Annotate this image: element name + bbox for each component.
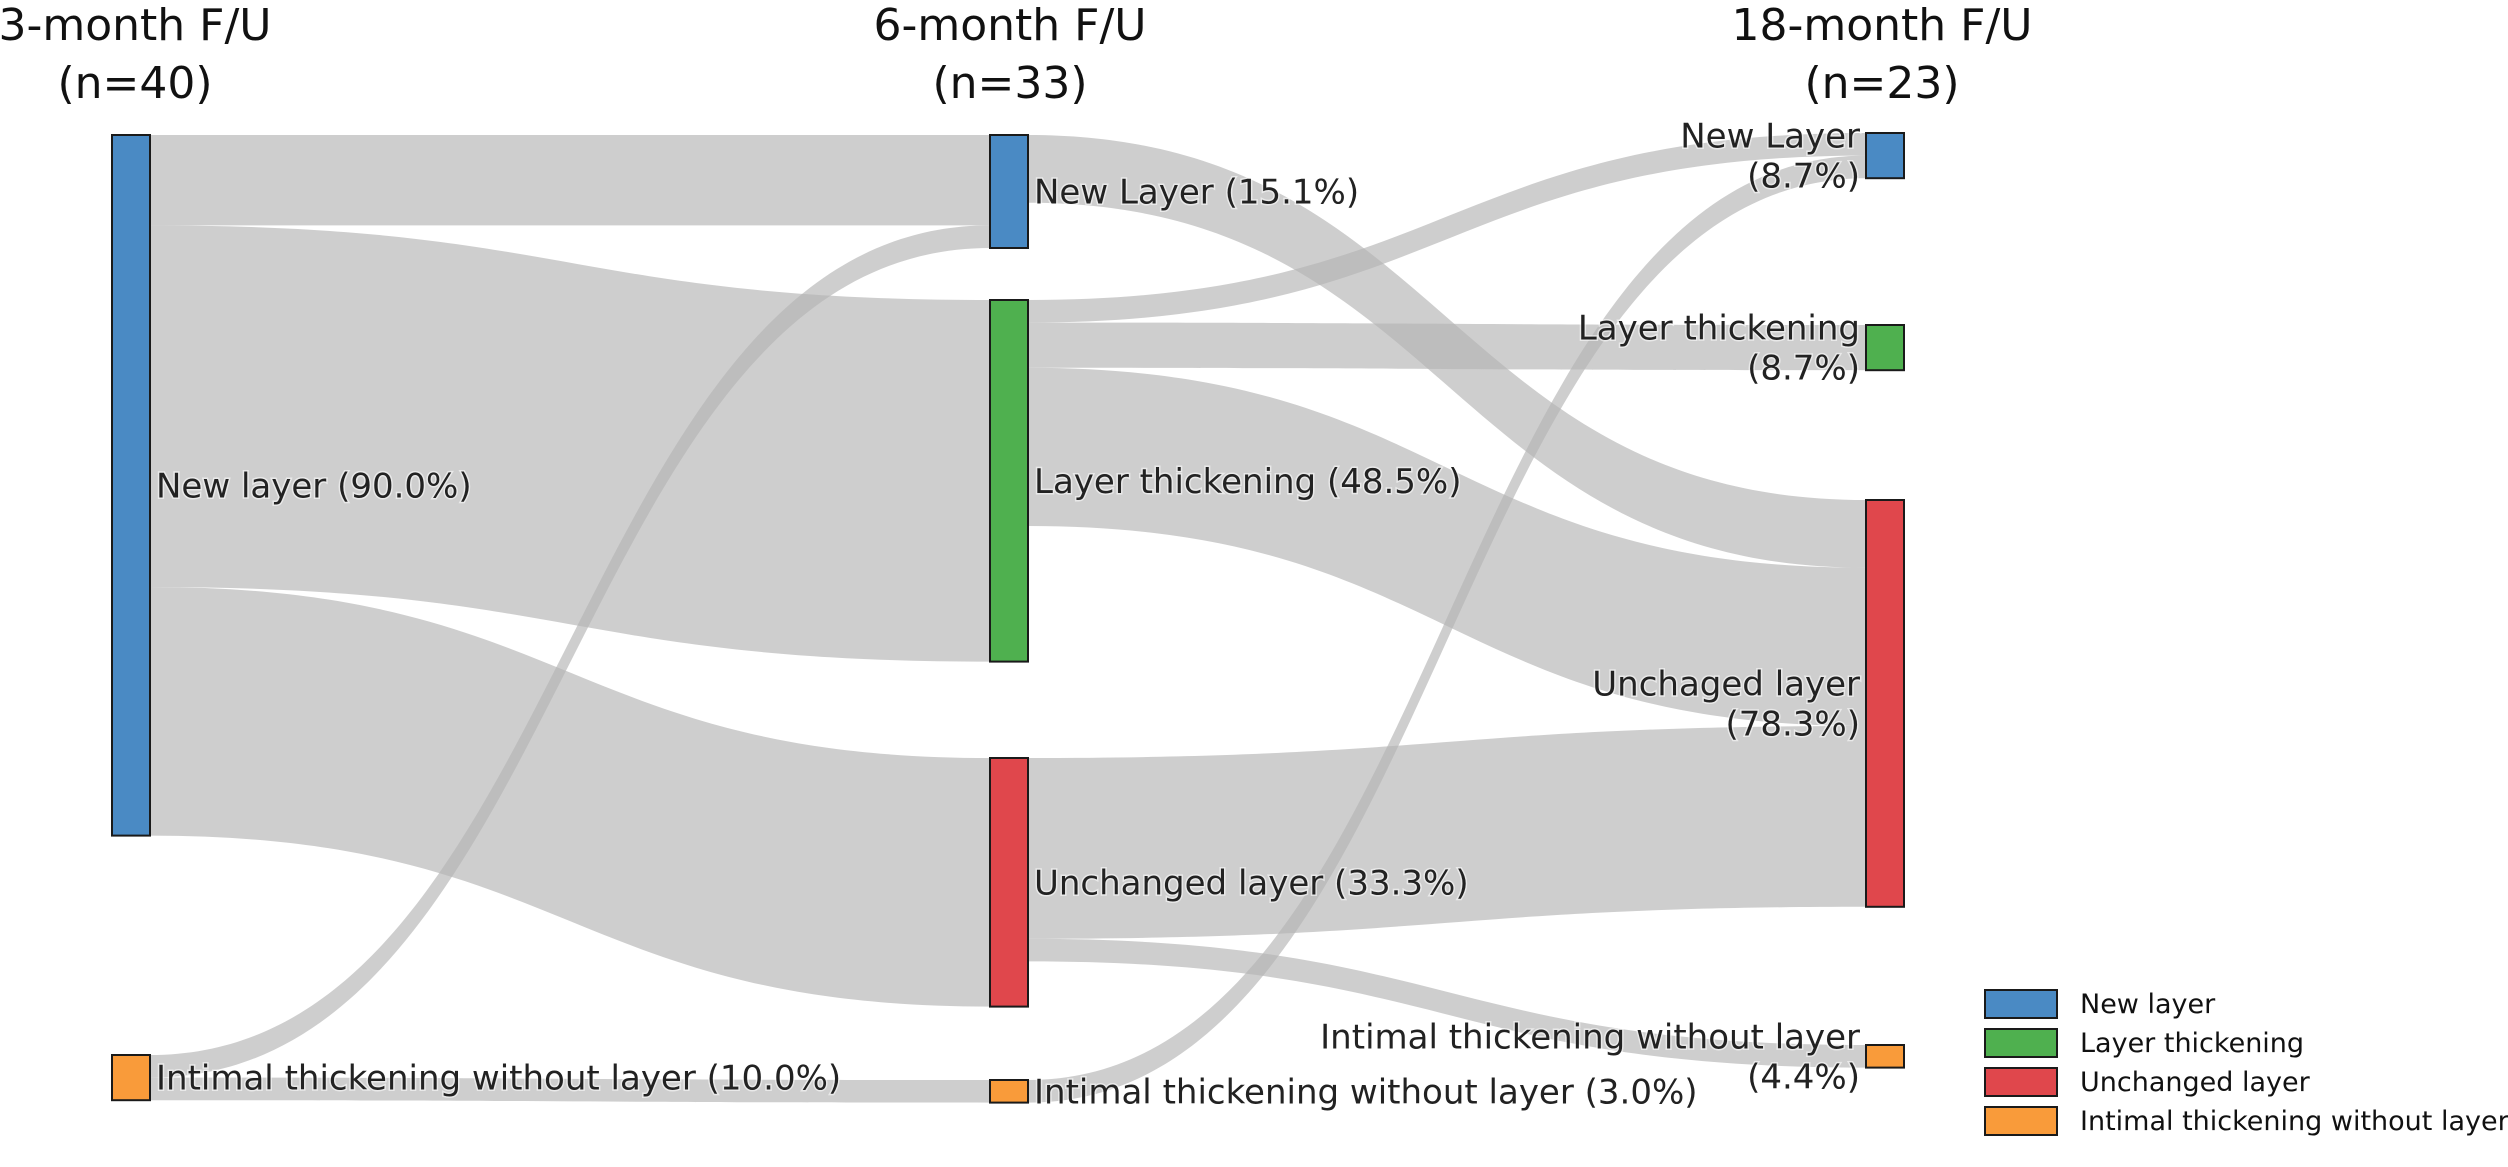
legend-swatch-unch <box>1984 1067 2058 1097</box>
link-c0_intim-to-c1_new <box>150 225 990 1078</box>
node-c2_unch <box>1865 499 1905 908</box>
legend-label-intim: Intimal thickening without layer <box>2080 1106 2508 1137</box>
link-c0_new-to-c1_new <box>150 135 990 226</box>
node-c1_new <box>989 134 1029 249</box>
node-c0_intim <box>111 1054 151 1102</box>
label-c2_intim-line-1: (4.4%) <box>1747 1057 1860 1097</box>
legend-swatch-intim <box>1984 1106 2058 1136</box>
label-c2_intim-line-0: Intimal thickening without layer <box>1320 1017 1860 1057</box>
flow-nodes <box>111 132 1905 1104</box>
node-c2_new <box>1865 132 1905 180</box>
label-c2_unch-line-1: (78.3%) <box>1725 704 1860 744</box>
node-c1_thick <box>989 299 1029 663</box>
col-title-3-month: 3-month F/U <box>0 0 272 51</box>
link-c0_intim-to-c1_intim <box>150 1077 990 1103</box>
label-c2_thick-line-1: (8.7%) <box>1747 349 1860 389</box>
node-labels: New layer (90.0%) Intimal thickening with… <box>155 115 1862 1114</box>
node-c0_new <box>111 134 151 837</box>
label-c1_unch-line-0: Unchanged layer (33.3%) <box>1034 863 1469 903</box>
label-c1_new-line-0: New Layer (15.1%) <box>1034 173 1359 213</box>
node-c1_unch <box>989 757 1029 1008</box>
link-c0_new-to-c1_unch <box>150 587 990 1007</box>
col-n-3-month: (n=40) <box>57 58 212 109</box>
col-n-6-month: (n=33) <box>932 58 1087 109</box>
legend-label-new: New layer <box>2080 989 2216 1020</box>
link-c1_unch-to-c2_unch <box>1028 726 1866 939</box>
label-c1_thick-line-0: Layer thickening (48.5%) <box>1034 462 1462 502</box>
label-c0_intim-line-0: Intimal thickening without layer (10.0%) <box>156 1059 841 1099</box>
node-c2_thick <box>1865 324 1905 372</box>
label-c2_new-line-0: New Layer <box>1680 117 1860 157</box>
legend-label-unch: Unchanged layer <box>2080 1067 2311 1098</box>
link-c1_thick-to-c2_thick <box>1028 322 1866 371</box>
link-c1_thick-to-c2_unch <box>1028 367 1866 726</box>
link-c1_thick-to-c2_new <box>1028 133 1866 323</box>
legend: New layer Layer thickening Unchanged layer… <box>1984 989 2508 1137</box>
label-c2_thick-line-0: Layer thickening <box>1578 309 1860 349</box>
flow-links <box>150 133 1866 1103</box>
label-c2_new-line-1: (8.7%) <box>1747 157 1860 197</box>
col-title-18-month: 18-month F/U <box>1732 0 2033 51</box>
label-c2_unch-line-0: Unchaged layer <box>1592 664 1860 704</box>
node-c2_intim <box>1865 1044 1905 1069</box>
legend-swatch-new <box>1984 989 2058 1019</box>
link-c1_unch-to-c2_intim <box>1028 938 1866 1068</box>
legend-label-thick: Layer thickening <box>2080 1028 2304 1059</box>
label-c1_intim-line-0: Intimal thickening without layer (3.0%) <box>1034 1072 1698 1112</box>
col-title-6-month: 6-month F/U <box>873 0 1146 51</box>
column-titles: 3-month F/U (n=40) 6-month F/U (n=33) 18… <box>0 0 2033 109</box>
legend-swatch-thick <box>1984 1028 2058 1058</box>
link-c1_intim-to-c2_new <box>1028 155 1866 1103</box>
col-n-18-month: (n=23) <box>1804 58 1959 109</box>
label-c0_new-line-0: New layer (90.0%) <box>156 466 472 506</box>
node-c1_intim <box>989 1079 1029 1104</box>
